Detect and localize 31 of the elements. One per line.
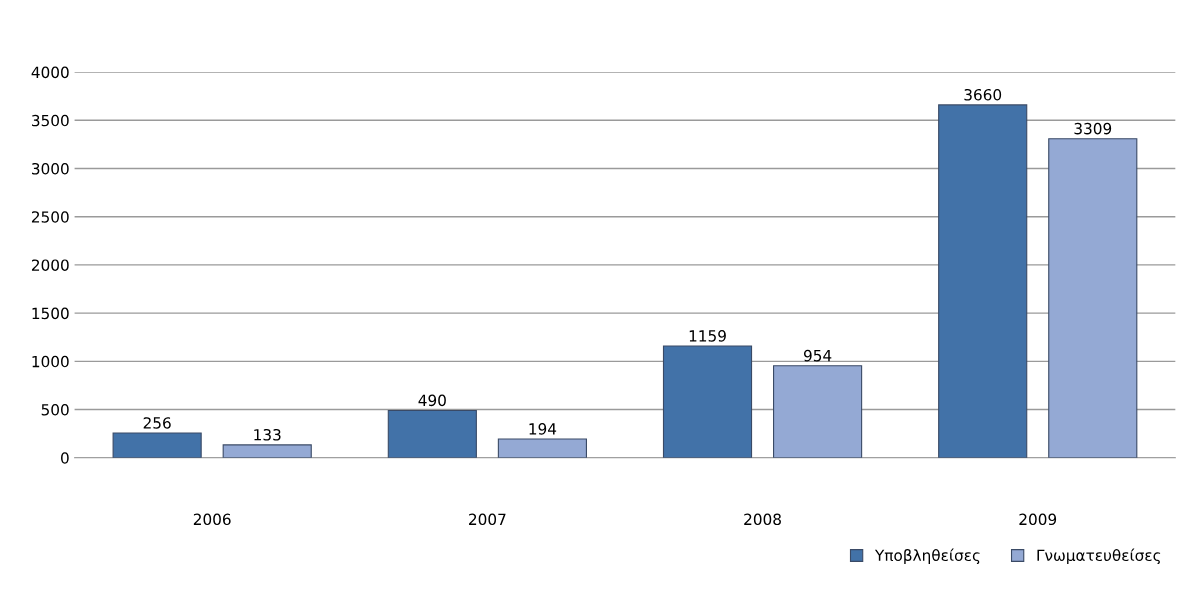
data-label: 3309 bbox=[1074, 122, 1112, 135]
y-tick-label: 1500 bbox=[32, 307, 69, 320]
legend-label: Υποβληθείσες bbox=[874, 548, 980, 565]
data-label: 194 bbox=[529, 423, 557, 435]
bar bbox=[497, 438, 587, 458]
y-tick-label: 500 bbox=[41, 403, 69, 416]
data-label: 490 bbox=[418, 394, 446, 407]
y-tick-label: 3500 bbox=[32, 114, 69, 127]
x-tick-label: 2008 bbox=[744, 513, 781, 526]
x-tick-label: 2009 bbox=[1019, 513, 1057, 526]
y-tick-label: 3000 bbox=[32, 162, 69, 175]
y-tick-label: 4000 bbox=[31, 66, 69, 79]
x-tick-label: 2006 bbox=[193, 513, 231, 526]
data-label: 1159 bbox=[689, 330, 726, 342]
bar bbox=[387, 409, 477, 458]
data-label: 3660 bbox=[964, 88, 1002, 101]
data-label: 133 bbox=[254, 429, 281, 441]
legend-label: Γνωματευθείσες bbox=[1037, 548, 1161, 565]
y-tick-label: 1000 bbox=[32, 355, 69, 368]
y-tick-label: 2500 bbox=[31, 211, 69, 223]
bar bbox=[222, 444, 312, 458]
bar bbox=[1048, 138, 1138, 458]
bar bbox=[938, 104, 1028, 458]
bar bbox=[112, 432, 202, 458]
bar bbox=[662, 345, 753, 458]
y-tick-label: 0 bbox=[61, 452, 69, 464]
y-tick-label: 2000 bbox=[31, 259, 69, 271]
bar bbox=[773, 365, 863, 458]
x-tick-label: 2007 bbox=[469, 513, 506, 526]
data-label: 954 bbox=[803, 349, 832, 362]
data-label: 256 bbox=[143, 417, 171, 429]
